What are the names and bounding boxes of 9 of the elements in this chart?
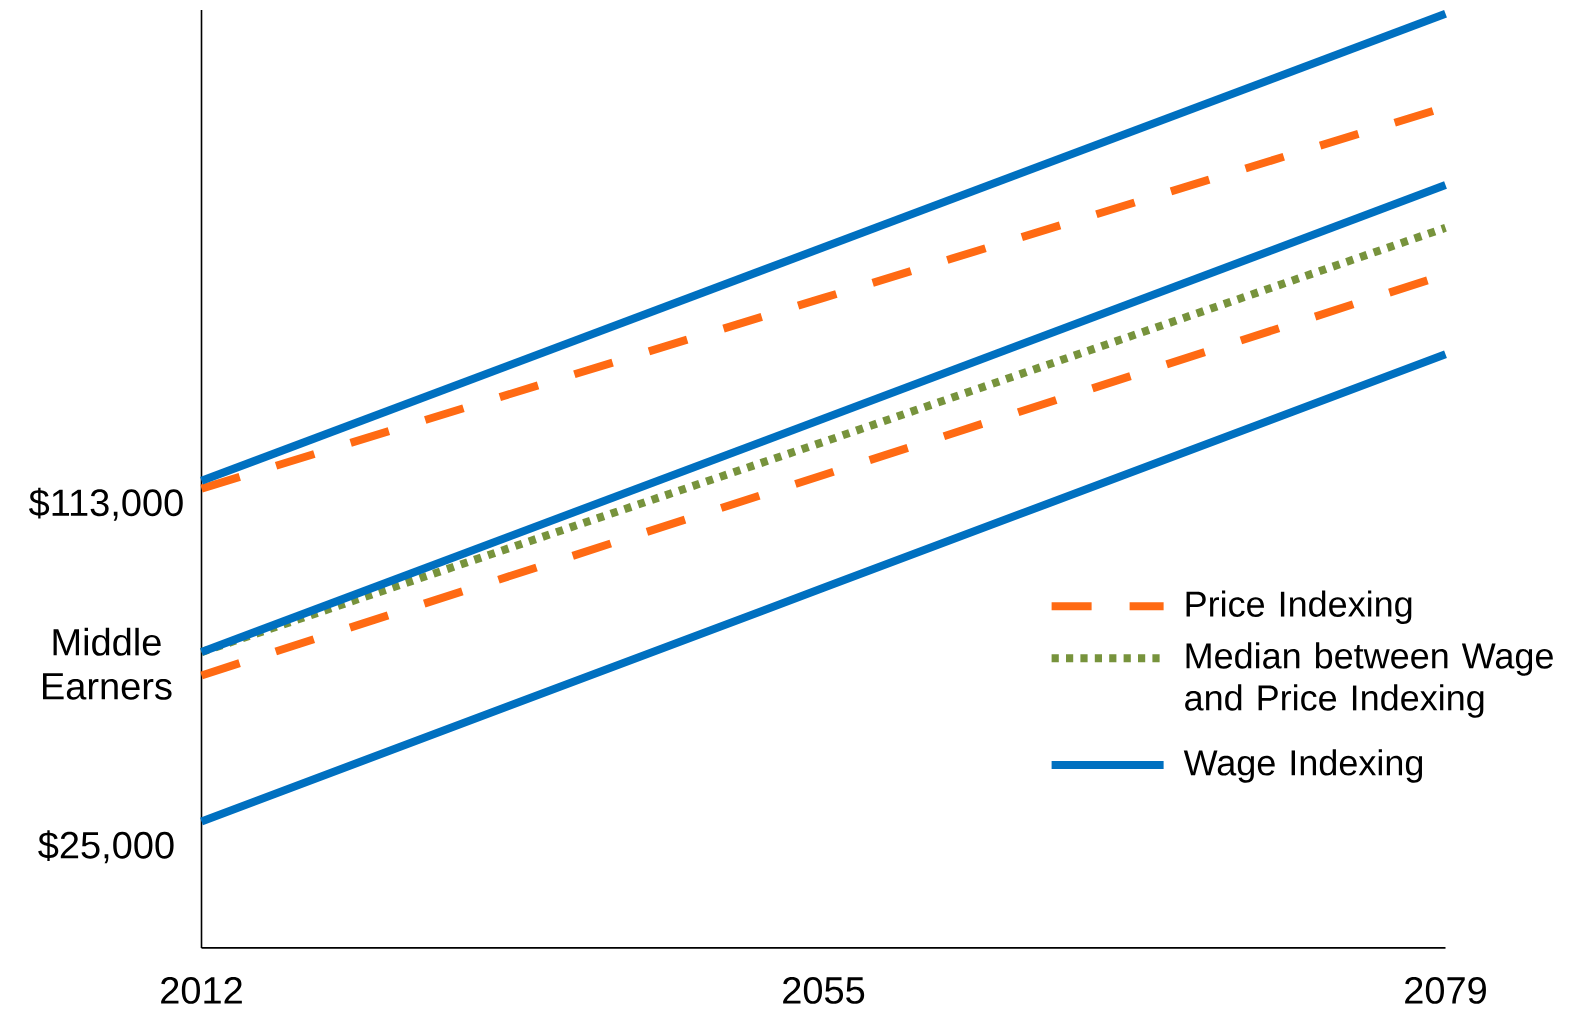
- x-tick-label: 2055: [783, 976, 865, 1004]
- y-tick-label: $25,000: [38, 830, 174, 864]
- legend-label: Median between Wage and Price Indexing: [1185, 642, 1553, 718]
- y-tick-label: Middle Earners: [43, 627, 172, 700]
- legend-label: Price Indexing: [1186, 590, 1412, 625]
- legend-label: Wage Indexing: [1183, 749, 1423, 783]
- y-tick-label: $113,000: [29, 487, 183, 521]
- x-tick-label: 2079: [1405, 976, 1486, 1004]
- x-tick-label: 2012: [161, 976, 242, 1004]
